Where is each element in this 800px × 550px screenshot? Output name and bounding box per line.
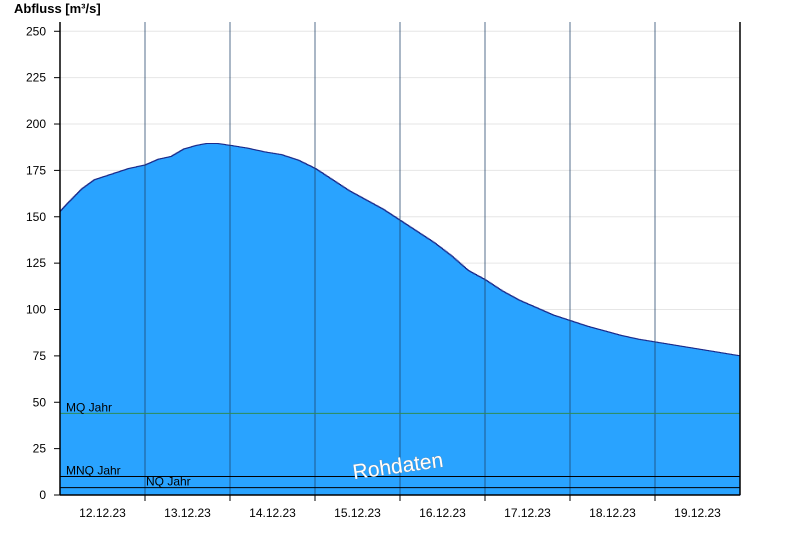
reference-line-label: NQ Jahr [146,475,191,489]
y-tick-label: 125 [26,256,46,270]
reference-lines: MQ Jahr MNQ Jahr NQ Jahr [60,400,740,489]
x-tick-label: 17.12.23 [504,506,551,520]
y-tick-label: 0 [39,488,46,502]
x-tick-label: 15.12.23 [334,506,381,520]
y-axis-ticks: 0 25 50 75 100 125 150 175 200 225 250 [26,24,60,502]
reference-line-label: MNQ Jahr [66,463,121,477]
y-tick-label: 25 [33,442,47,456]
x-tick-label: 14.12.23 [249,506,296,520]
x-tick-label: 18.12.23 [589,506,636,520]
y-tick-label: 150 [26,210,46,224]
x-tick-label: 16.12.23 [419,506,466,520]
x-axis-ticks: 12.12.23 13.12.23 14.12.23 15.12.23 16.12.23… [79,495,721,520]
y-tick-label: 225 [26,71,46,85]
y-tick-label: 50 [33,395,47,409]
y-tick-label: 100 [26,303,46,317]
x-tick-label: 13.12.23 [164,506,211,520]
y-tick-label: 75 [33,349,47,363]
x-tick-label: 12.12.23 [79,506,126,520]
day-divider-lines [144,22,656,495]
y-tick-label: 200 [26,117,46,131]
x-tick-label: 19.12.23 [674,506,721,520]
y-axis-label: Abfluss [m³/s] [14,1,101,16]
y-tick-label: 250 [26,24,46,38]
reference-line-label: MQ Jahr [66,400,112,414]
y-tick-label: 175 [26,163,46,177]
